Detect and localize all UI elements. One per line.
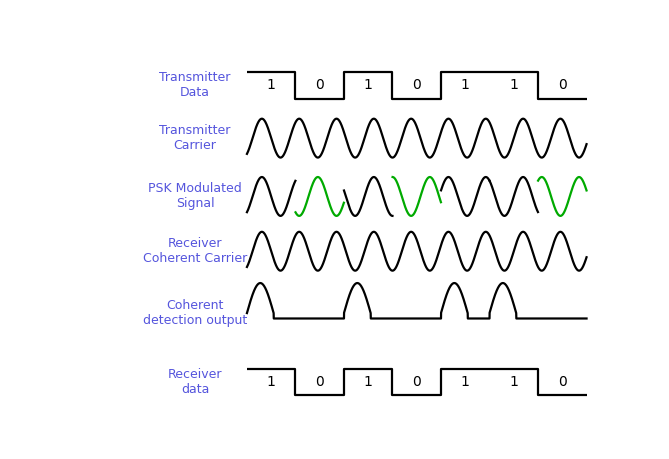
Text: 0: 0: [412, 78, 421, 92]
Text: Receiver
data: Receiver data: [168, 368, 222, 396]
Text: 0: 0: [558, 78, 567, 92]
Text: 1: 1: [267, 78, 276, 92]
Text: Transmitter
Data: Transmitter Data: [159, 71, 231, 99]
Text: 0: 0: [315, 78, 324, 92]
Text: 0: 0: [558, 375, 567, 389]
Text: 1: 1: [461, 78, 470, 92]
Text: 1: 1: [509, 375, 518, 389]
Text: 1: 1: [267, 375, 276, 389]
Text: 1: 1: [509, 78, 518, 92]
Text: 1: 1: [364, 375, 373, 389]
Text: Receiver
Coherent Carrier: Receiver Coherent Carrier: [143, 237, 248, 265]
Text: Transmitter
Carrier: Transmitter Carrier: [159, 124, 231, 152]
Text: 0: 0: [315, 375, 324, 389]
Text: 1: 1: [364, 78, 373, 92]
Text: 0: 0: [412, 375, 421, 389]
Text: PSK Modulated
Signal: PSK Modulated Signal: [149, 182, 242, 211]
Text: Coherent
detection output: Coherent detection output: [143, 299, 248, 327]
Text: 1: 1: [461, 375, 470, 389]
